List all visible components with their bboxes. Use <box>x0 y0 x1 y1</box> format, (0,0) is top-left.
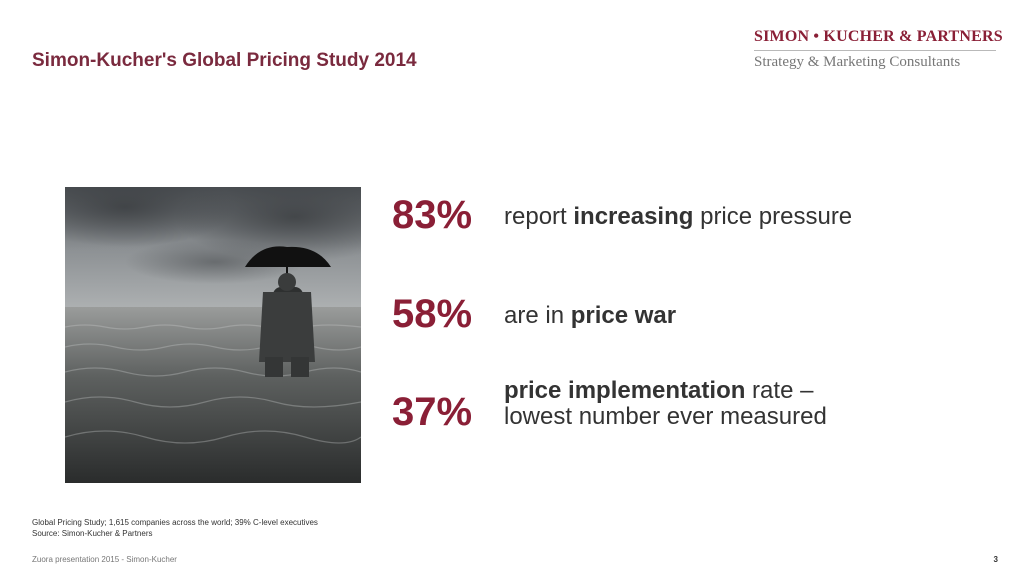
stat-price-war: 58% are in price war <box>392 294 992 344</box>
stat-text-bold: price implementation <box>504 377 746 404</box>
logo-tagline: Strategy & Marketing Consultants <box>754 54 961 70</box>
stat-description: price implementation rate – lowest numbe… <box>504 378 827 430</box>
footer-presentation: Zuora presentation 2015 - Simon-Kucher <box>32 555 177 564</box>
stat-text-bold: increasing <box>573 203 694 230</box>
stat-text-line2: lowest number ever measured <box>504 403 827 430</box>
slide-title: Simon-Kucher's Global Pricing Study 2014 <box>32 50 417 71</box>
stat-text-bold: price war <box>570 302 677 329</box>
stat-text: are in <box>504 302 571 329</box>
page-number: 3 <box>993 555 998 564</box>
stat-description: report increasing price pressure <box>504 204 852 230</box>
stat-description: are in price war <box>504 303 676 329</box>
company-logo: SIMON • KUCHER & PARTNERS Strategy & Mar… <box>754 28 1003 71</box>
stat-price-pressure: 83% report increasing price pressure <box>392 195 992 245</box>
stat-value: 37% <box>392 390 473 434</box>
stat-value: 83% <box>392 193 473 237</box>
man-umbrella-photo <box>65 187 361 483</box>
stat-value: 58% <box>392 292 473 336</box>
stat-text: rate – <box>745 377 814 404</box>
footnote: Global Pricing Study; 1,615 companies ac… <box>32 517 318 539</box>
stat-text: price pressure <box>693 203 853 230</box>
footnote-study: Global Pricing Study; 1,615 companies ac… <box>32 518 318 527</box>
stat-price-implementation: 37% price implementation rate – lowest n… <box>392 378 992 438</box>
footnote-source: Source: Simon-Kucher & Partners <box>32 529 153 538</box>
stat-text: report <box>504 203 574 230</box>
logo-name: SIMON • KUCHER & PARTNERS <box>754 28 1003 51</box>
